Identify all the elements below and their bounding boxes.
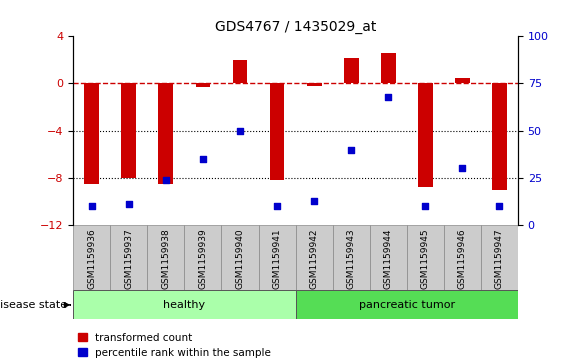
- Text: GSM1159937: GSM1159937: [124, 228, 133, 289]
- Text: disease state: disease state: [0, 300, 68, 310]
- Text: pancreatic tumor: pancreatic tumor: [359, 300, 455, 310]
- Point: [87, 203, 96, 209]
- Text: healthy: healthy: [163, 300, 205, 310]
- Bar: [110, 225, 148, 290]
- Text: GSM1159946: GSM1159946: [458, 228, 467, 289]
- Bar: [84, 83, 99, 184]
- Bar: [406, 225, 444, 290]
- Bar: [73, 225, 110, 290]
- Bar: [492, 83, 507, 189]
- Point: [272, 203, 282, 209]
- Text: GSM1159940: GSM1159940: [235, 228, 244, 289]
- Title: GDS4767 / 1435029_at: GDS4767 / 1435029_at: [215, 20, 376, 34]
- Bar: [195, 83, 211, 87]
- Point: [458, 166, 467, 171]
- Text: GSM1159941: GSM1159941: [272, 228, 282, 289]
- Bar: [307, 83, 321, 86]
- Text: GSM1159944: GSM1159944: [384, 228, 393, 289]
- Text: GSM1159939: GSM1159939: [198, 228, 207, 289]
- Bar: [344, 57, 359, 83]
- Point: [347, 147, 356, 152]
- Point: [310, 197, 319, 203]
- Bar: [481, 225, 518, 290]
- Text: GSM1159945: GSM1159945: [421, 228, 430, 289]
- Bar: [296, 290, 518, 319]
- Point: [421, 203, 430, 209]
- Point: [124, 201, 133, 207]
- Bar: [158, 83, 173, 184]
- Bar: [233, 60, 247, 83]
- Bar: [381, 53, 396, 83]
- Bar: [258, 225, 296, 290]
- Text: GSM1159942: GSM1159942: [310, 228, 319, 289]
- Bar: [370, 225, 406, 290]
- Bar: [270, 83, 284, 180]
- Bar: [418, 83, 433, 187]
- Legend: transformed count, percentile rank within the sample: transformed count, percentile rank withi…: [78, 333, 271, 358]
- Bar: [296, 225, 333, 290]
- Bar: [148, 225, 185, 290]
- Text: GSM1159938: GSM1159938: [162, 228, 171, 289]
- Text: GSM1159936: GSM1159936: [87, 228, 96, 289]
- Point: [384, 94, 393, 99]
- Text: GSM1159943: GSM1159943: [347, 228, 356, 289]
- Bar: [221, 225, 258, 290]
- Bar: [444, 225, 481, 290]
- Point: [198, 156, 207, 162]
- Text: GSM1159947: GSM1159947: [495, 228, 504, 289]
- Bar: [455, 78, 470, 83]
- Bar: [122, 83, 136, 178]
- Bar: [333, 225, 370, 290]
- Point: [162, 177, 171, 183]
- Bar: [73, 290, 296, 319]
- Point: [235, 128, 244, 134]
- Point: [495, 203, 504, 209]
- Bar: [185, 225, 221, 290]
